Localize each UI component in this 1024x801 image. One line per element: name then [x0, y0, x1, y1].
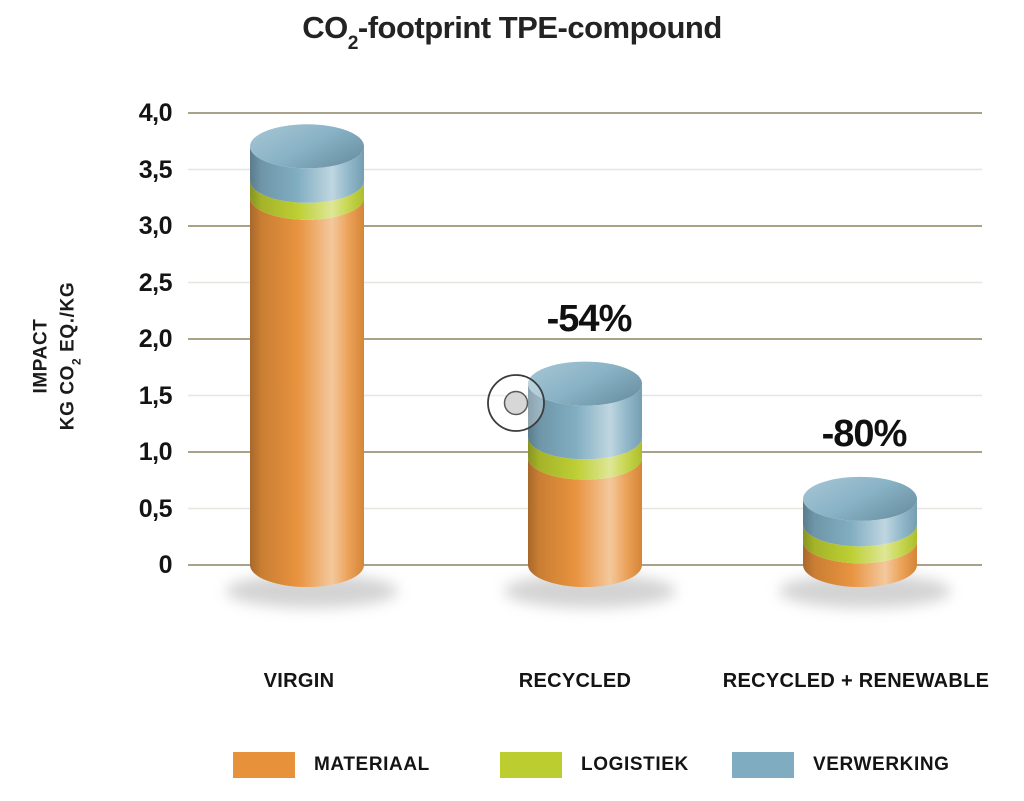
y-tick-label-1,5: 1,5 [138, 381, 173, 410]
y-tick-label-0,5: 0,5 [138, 494, 173, 523]
y-tick-label-2,5: 2,5 [138, 268, 173, 297]
bar-shadow [504, 574, 676, 608]
segment-materiaal [528, 457, 642, 587]
segment-verwerking [528, 383, 642, 460]
y-tick-label-3,5: 3,5 [138, 155, 173, 184]
cylinder-lid [528, 361, 642, 406]
legend-label-materiaal: MATERIAAL [314, 754, 430, 775]
chart-title-subscript: 2 [347, 32, 359, 54]
segment-materiaal [803, 541, 917, 587]
bar-shadow [779, 574, 951, 608]
y-tick-label-2,0: 2,0 [138, 325, 173, 353]
legend-swatch-logistiek [500, 752, 562, 778]
bar-shadow [226, 574, 398, 608]
y-tick-label-0: 0 [158, 551, 173, 579]
bar-recycled [528, 361, 642, 587]
legend-swatch-verwerking [732, 752, 794, 778]
segment-logistiek [528, 437, 642, 480]
cylinder-lid [803, 476, 917, 521]
annotation-80-percent: -80% [821, 412, 908, 455]
click-target-inner-dot-icon [503, 390, 529, 416]
y-tick-label-4,0: 4,0 [138, 99, 173, 127]
segment-logistiek [803, 524, 917, 564]
cylinder-lid [250, 124, 364, 169]
category-label-recycled: RECYCLED [518, 670, 632, 692]
segment-verwerking [803, 498, 917, 547]
legend-item-verwerking: VERWERKING [732, 752, 950, 778]
legend-item-logistiek: LOGISTIEK [500, 752, 689, 778]
category-label-virgin: VIRGIN [263, 670, 335, 692]
y-tick-label-1,0: 1,0 [138, 438, 173, 466]
legend-swatch-materiaal [233, 752, 295, 778]
legend-label-verwerking: VERWERKING [813, 754, 950, 775]
category-label-recycled-renewable: RECYCLED + RENEWABLE [722, 670, 990, 692]
click-target-indicator [487, 374, 545, 432]
y-tick-label-3,0: 3,0 [138, 212, 173, 240]
bar-recycled-renewable [803, 476, 917, 587]
segment-verwerking [250, 146, 364, 203]
segment-logistiek [250, 180, 364, 220]
legend-item-materiaal: MATERIAAL [233, 752, 430, 778]
segment-materiaal [250, 197, 364, 587]
legend-label-logistiek: LOGISTIEK [581, 754, 689, 775]
chart-title-pre: CO [302, 10, 348, 45]
chart-title: CO2-footprint TPE-compound [0, 10, 1024, 54]
annotation-54-percent: -54% [546, 297, 633, 340]
bar-virgin [250, 124, 364, 587]
chart-title-post: -footprint TPE-compound [357, 10, 722, 45]
